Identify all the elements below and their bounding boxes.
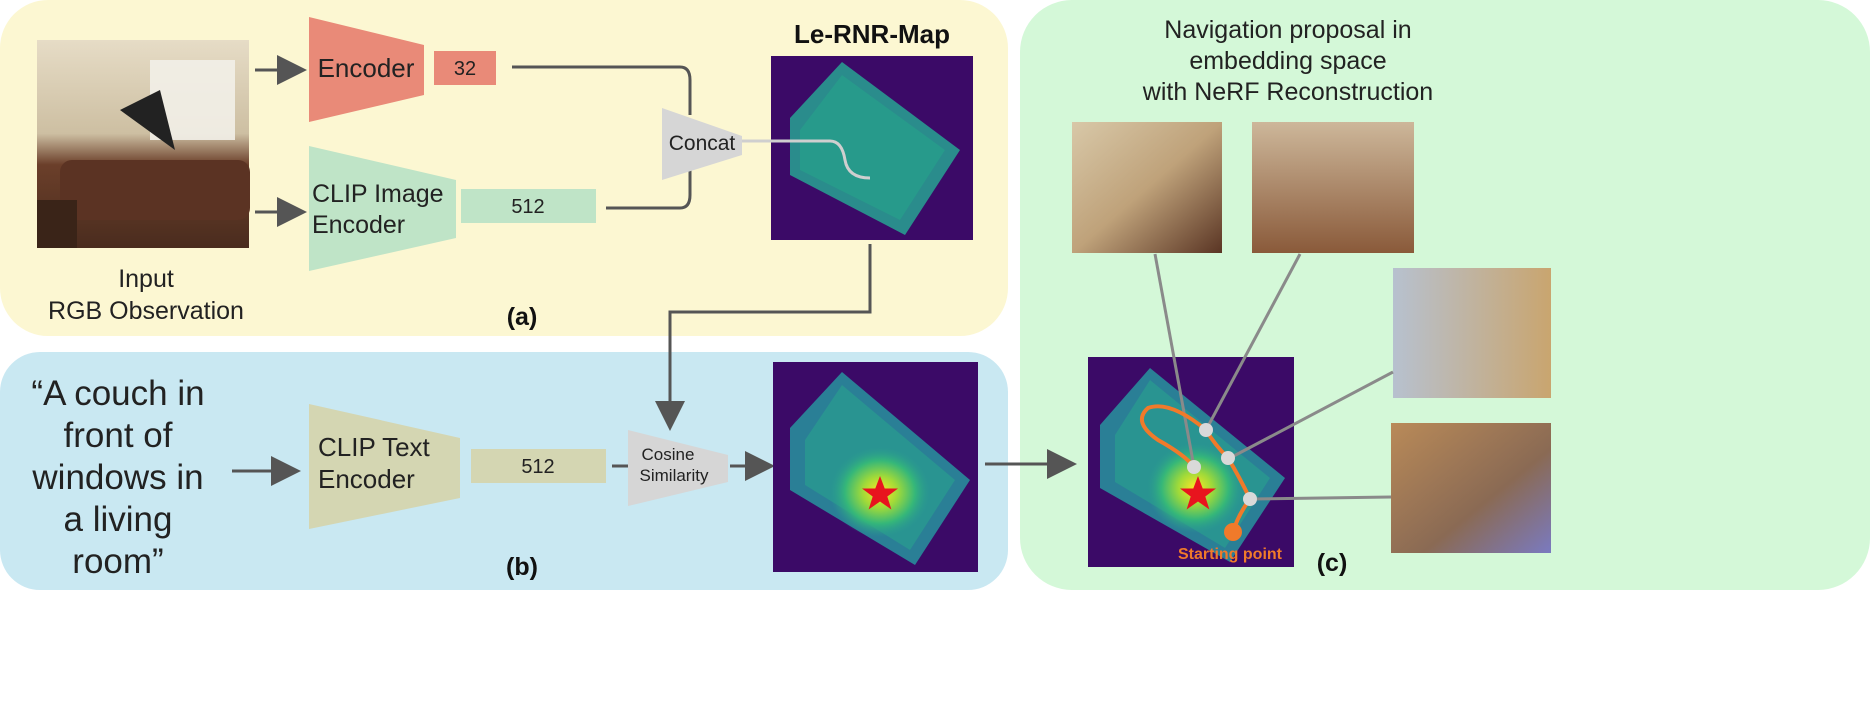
panel-c-title-line3: with NeRF Reconstruction — [1142, 78, 1433, 106]
clip-image-encoder-block — [309, 146, 456, 271]
connector-view-3 — [1229, 370, 1394, 460]
waypoint-4 — [1243, 492, 1257, 506]
line-clip-to-concat — [606, 165, 692, 210]
target-star-icon — [862, 476, 898, 510]
clip-image-encoder-line1: CLIP Image — [312, 180, 444, 208]
cosine-label-line1: Cosine — [642, 445, 695, 464]
input-caption-line2: RGB Observation — [48, 297, 244, 325]
connector-view-1 — [1153, 253, 1196, 468]
encoder-block — [309, 17, 424, 122]
waypoint-3 — [1187, 460, 1201, 474]
concat-block — [662, 108, 742, 180]
clip-text-encoder-line1: CLIP Text — [318, 432, 431, 462]
cosine-label-line2: Similarity — [640, 466, 709, 485]
waypoint-2 — [1221, 451, 1235, 465]
panel-a-label: (a) — [507, 303, 538, 331]
encoder-dim-label: 32 — [454, 58, 476, 80]
input-rgb-image — [37, 40, 250, 248]
waypoint-1 — [1199, 423, 1213, 437]
similarity-heatmap — [773, 362, 978, 572]
encoder-label: Encoder — [318, 53, 415, 83]
connector-view-4 — [1251, 495, 1392, 501]
nerf-view-1 — [1072, 122, 1222, 253]
query-line-2: front of — [64, 416, 173, 455]
starting-point-marker — [1224, 523, 1242, 541]
query-text: “A couch in front of windows in a living… — [31, 374, 204, 581]
panel-a-background — [0, 0, 1008, 336]
panel-c-title-line1: Navigation proposal in — [1164, 16, 1411, 44]
le-rnr-map-image — [742, 56, 973, 240]
query-line-3: windows in — [31, 458, 203, 497]
query-line-4: a living — [64, 500, 173, 539]
query-line-5: room” — [72, 542, 163, 581]
nerf-view-3 — [1393, 268, 1551, 398]
starting-point-label: Starting point — [1178, 546, 1283, 563]
panel-c-title-line2: embedding space — [1189, 47, 1386, 75]
clip-text-dim-box — [471, 449, 606, 483]
arrow-map-to-cosine — [655, 244, 872, 431]
clip-text-encoder-block — [309, 404, 460, 529]
clip-image-encoder-line2: Encoder — [312, 211, 405, 239]
query-line-1: “A couch in — [31, 374, 204, 413]
map-title: Le-RNR-Map — [794, 19, 950, 49]
nerf-view-2 — [1252, 122, 1414, 253]
panel-c-label: (c) — [1317, 549, 1348, 577]
line-encoder-to-concat — [512, 65, 692, 115]
goal-star-icon — [1180, 476, 1216, 510]
clip-text-dim-label: 512 — [521, 456, 554, 478]
concat-label: Concat — [669, 132, 736, 155]
nerf-view-4 — [1391, 423, 1551, 553]
encoder-dim-box — [434, 51, 496, 85]
cosine-similarity-block — [628, 430, 728, 506]
input-caption-line1: Input — [118, 265, 174, 293]
clip-text-encoder-line2: Encoder — [318, 464, 415, 494]
connector-view-2 — [1204, 253, 1302, 431]
clip-image-dim-label: 512 — [511, 196, 544, 218]
clip-image-dim-box — [461, 189, 596, 223]
panel-b-label: (b) — [506, 553, 538, 581]
